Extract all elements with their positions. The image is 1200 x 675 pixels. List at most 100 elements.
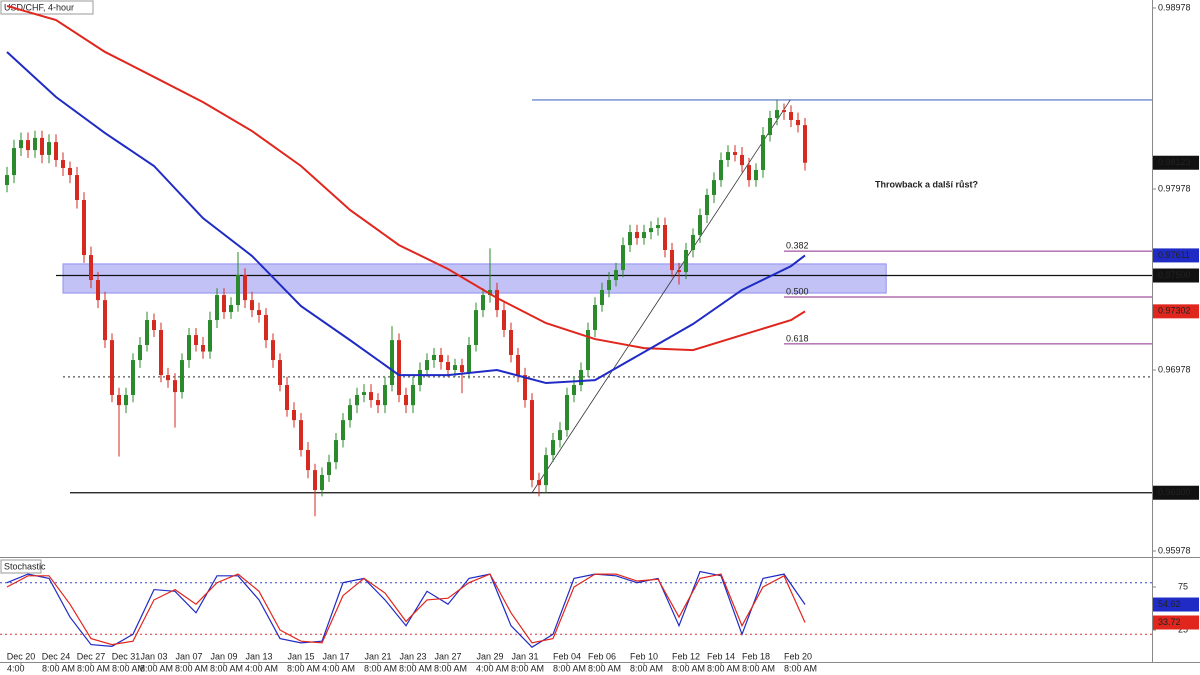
candle-body bbox=[397, 340, 402, 395]
candle-body bbox=[733, 152, 738, 155]
level-price-tag: 0.97500 bbox=[1158, 270, 1191, 280]
level-price-tag-bg bbox=[1153, 268, 1199, 283]
candle-body bbox=[719, 160, 724, 181]
candle-body bbox=[313, 470, 318, 491]
candle-body bbox=[656, 225, 661, 229]
fib-label: 0.382 bbox=[786, 240, 809, 250]
x-tick-label: Feb 10 bbox=[630, 651, 658, 661]
candle-body bbox=[754, 169, 759, 181]
candle-body bbox=[341, 420, 346, 441]
candle-body bbox=[208, 320, 213, 352]
candle-body bbox=[285, 385, 290, 411]
candle-body bbox=[467, 345, 472, 372]
candle-body bbox=[628, 232, 633, 246]
candle-body bbox=[474, 310, 479, 346]
x-time-label: 8:00 AM bbox=[784, 663, 817, 673]
fib-label: 0.500 bbox=[786, 286, 809, 296]
y-tick-label: 0.96978 bbox=[1158, 364, 1191, 374]
candle-body bbox=[635, 232, 640, 239]
candle-body bbox=[460, 365, 465, 372]
stochastic-line bbox=[6, 573, 806, 646]
candle-body bbox=[544, 455, 549, 486]
candle-body bbox=[453, 365, 458, 370]
candle-body bbox=[61, 160, 66, 168]
x-time-label: 8:00 AM bbox=[364, 663, 397, 673]
candle-body bbox=[481, 295, 486, 311]
x-tick-label: Jan 07 bbox=[175, 651, 202, 661]
ma-price-tag: 0.97611 bbox=[1158, 250, 1190, 260]
x-time-label: 8:00 AM bbox=[140, 663, 173, 673]
moving-average bbox=[6, 5, 806, 352]
candle-body bbox=[145, 320, 150, 346]
x-time-label: 8:00 AM bbox=[287, 663, 320, 673]
candle-body bbox=[54, 142, 59, 161]
x-tick-label: Jan 03 bbox=[140, 651, 167, 661]
candle-body bbox=[110, 340, 115, 395]
candle-body bbox=[677, 270, 682, 273]
candle-body bbox=[278, 360, 283, 386]
candle-body bbox=[82, 200, 87, 256]
candle-body bbox=[446, 362, 451, 370]
candle-body bbox=[796, 120, 801, 126]
x-time-label: 8:00 AM bbox=[42, 663, 75, 673]
x-tick-label: Dec 27 bbox=[77, 651, 106, 661]
candle-body bbox=[320, 474, 325, 491]
x-tick-label: Jan 29 bbox=[476, 651, 503, 661]
x-tick-label: Feb 14 bbox=[707, 651, 735, 661]
stochastic-tag-bg bbox=[1153, 597, 1199, 612]
candle-body bbox=[579, 370, 584, 386]
candle-body bbox=[383, 385, 388, 406]
candle-body bbox=[271, 340, 276, 361]
last-price-tag-bg bbox=[1153, 155, 1199, 170]
candle-body bbox=[166, 375, 171, 381]
stochastic-tag: 54.62 bbox=[1158, 599, 1181, 609]
x-time-label: 8:00 AM bbox=[210, 663, 243, 673]
candle-body bbox=[215, 295, 220, 321]
y-tick-label: 0.98978 bbox=[1158, 2, 1191, 12]
candle-body bbox=[131, 360, 136, 395]
x-time-label: 8:00 AM bbox=[175, 663, 208, 673]
x-tick-label: Feb 12 bbox=[672, 651, 700, 661]
candle-body bbox=[789, 112, 794, 121]
level-price-tag-bg bbox=[1153, 485, 1199, 500]
candle-body bbox=[327, 462, 332, 475]
x-tick-label: Feb 20 bbox=[784, 651, 812, 661]
candle-body bbox=[509, 329, 514, 355]
last-price-tag: 0.98123 bbox=[1158, 157, 1191, 167]
candle-body bbox=[607, 280, 612, 290]
candle-body bbox=[12, 148, 17, 176]
candle-body bbox=[404, 394, 409, 406]
x-tick-label: Feb 06 bbox=[588, 651, 616, 661]
x-time-label: 8:00 AM bbox=[707, 663, 740, 673]
candle-body bbox=[229, 305, 234, 313]
x-time-label: 8:00 AM bbox=[672, 663, 705, 673]
candle-body bbox=[502, 310, 507, 330]
x-tick-label: Dec 20 bbox=[7, 651, 36, 661]
candle-body bbox=[593, 305, 598, 330]
x-time-label: 8:00 AM bbox=[742, 663, 775, 673]
x-tick-label: Jan 27 bbox=[434, 651, 461, 661]
candle-body bbox=[299, 420, 304, 451]
candle-body bbox=[803, 125, 808, 163]
x-tick-label: Jan 09 bbox=[210, 651, 237, 661]
x-time-label: 4:00 AM bbox=[476, 663, 509, 673]
candle-body bbox=[432, 354, 437, 361]
x-time-label: 4:00 AM bbox=[322, 663, 355, 673]
stochastic-tag-bg bbox=[1153, 615, 1199, 630]
candle-body bbox=[250, 300, 255, 311]
x-tick-label: Jan 23 bbox=[399, 651, 426, 661]
candle-body bbox=[586, 329, 591, 370]
candle-body bbox=[306, 450, 311, 471]
candle-body bbox=[236, 274, 241, 306]
candle-body bbox=[663, 225, 668, 250]
candle-body bbox=[194, 335, 199, 346]
candle-body bbox=[649, 228, 654, 233]
y-tick-label: 0.97978 bbox=[1158, 183, 1191, 193]
candle-body bbox=[180, 360, 185, 393]
candle-body bbox=[768, 118, 773, 136]
candle-body bbox=[103, 300, 108, 341]
indicator-title-box bbox=[0, 559, 42, 574]
candle-body bbox=[418, 370, 423, 386]
